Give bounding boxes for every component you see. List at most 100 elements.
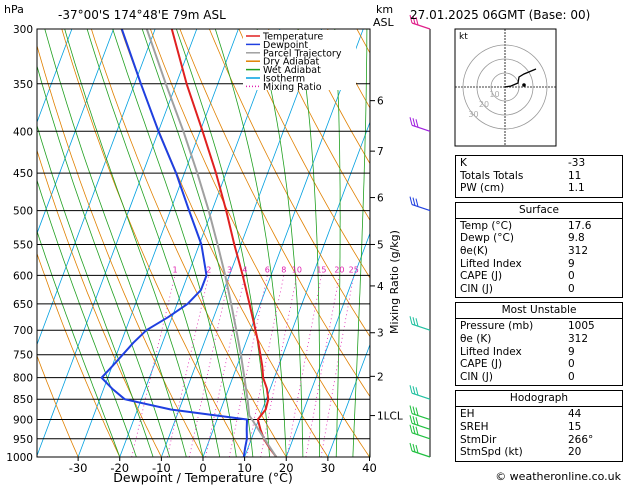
legend-label: Temperature	[262, 32, 323, 43]
hodograph-trace	[504, 68, 537, 88]
pressure-tick-label: 900	[13, 415, 33, 427]
pressure-tick-label: 450	[13, 168, 33, 180]
row-label: Temp (°C)	[460, 219, 513, 232]
km-tick-label: 6	[377, 96, 384, 108]
table-row: Temp (°C) 17.6	[456, 220, 622, 233]
wind-barb-flag	[409, 415, 413, 424]
parcel-trajectory-line	[145, 29, 278, 457]
index-row-k: K -33	[456, 157, 622, 170]
pressure-tick-label: 850	[13, 394, 33, 406]
most-unstable-box: Most Unstable Pressure (mb) 1005 θe (K) 312…	[455, 302, 623, 387]
wind-barb-flag	[409, 424, 413, 433]
pressure-tick-label: 700	[13, 325, 33, 337]
wind-barb-flag	[409, 196, 413, 205]
pressure-tick-label: 1000	[6, 452, 33, 464]
wind-barb-flag	[412, 317, 416, 326]
pressure-tick-label: 350	[13, 79, 33, 91]
location-title: -37°00'S 174°48'E 79m ASL	[58, 8, 226, 22]
x-tick-label: -20	[110, 461, 129, 475]
km-tick-label: 6	[377, 193, 384, 205]
x-tick-label: -10	[152, 461, 171, 475]
isotherm	[327, 343, 370, 457]
wind-barb-flag	[412, 416, 416, 425]
surface-box: Surface Temp (°C) 17.6 Dewp (°C) 9.8 θe(K) 31…	[455, 201, 623, 299]
table-row: CIN (J) 0	[456, 283, 622, 296]
hodograph-ring-label: 10	[489, 90, 499, 99]
wind-barb-flag	[415, 426, 419, 435]
row-label: SREH	[460, 420, 489, 433]
copyright-text[interactable]: © weatheronline.co.uk	[495, 470, 621, 483]
height-axis: 1LCL 2 3 4 5 6 7 6	[369, 29, 403, 457]
dry-adiabat	[297, 29, 370, 165]
legend-label: Isotherm	[263, 74, 305, 85]
temperature-line	[170, 29, 278, 457]
km-tick-label: 7	[377, 146, 384, 158]
temperature-axis: -30 -20 -10 0 10 20 30 40	[69, 457, 377, 475]
wind-barb-flag	[415, 16, 419, 26]
pressure-tick-label: 600	[13, 270, 33, 282]
pressure-tick-label: 400	[13, 126, 33, 138]
table-row: Lifted Index 9	[456, 258, 622, 271]
wet-adiabat	[352, 29, 368, 457]
row-value: 0	[568, 270, 575, 283]
dry-adiabat	[120, 29, 329, 457]
mixing-ratio-label: 10	[292, 265, 302, 274]
mixing-ratio-label: 3	[227, 265, 232, 274]
hodograph-ring	[476, 58, 534, 116]
row-label: CIN (J)	[460, 282, 493, 295]
mixing-ratio-label: 4	[242, 265, 247, 274]
legend-label: Mixing Ratio	[263, 82, 322, 93]
table-row: EH 44	[456, 408, 622, 421]
row-value: 20	[568, 446, 582, 459]
dewpoint-line	[100, 29, 248, 457]
mixing-ratio-line	[131, 275, 176, 457]
datetime-title: 27.01.2025 06GMT (Base: 00)	[410, 8, 591, 22]
table-row: θe (K) 312	[456, 333, 622, 346]
isotherm	[202, 29, 364, 457]
row-label: Pressure (mb)	[460, 320, 534, 333]
wind-barb-flag	[412, 118, 416, 127]
divider	[456, 217, 622, 219]
isotherm	[244, 121, 370, 457]
table-row: CAPE (J) 0	[456, 270, 622, 283]
row-value: 9	[568, 345, 575, 358]
index-value: 1.1	[568, 182, 585, 195]
most-unstable-title: Most Unstable	[501, 304, 577, 317]
wind-barb-flag	[409, 14, 413, 24]
isotherm	[161, 29, 323, 457]
wind-barb-flag	[415, 318, 419, 327]
wind-barb-flag	[412, 15, 416, 25]
wet-adiabat	[141, 29, 254, 457]
table-row: CIN (J) 0	[456, 371, 622, 384]
mixing-ratio-line	[205, 275, 246, 457]
mixing-ratio-label: 8	[281, 265, 286, 274]
hodograph-unit: kt	[459, 32, 468, 42]
row-label: EH	[460, 408, 475, 421]
pressure-tick-label: 550	[13, 239, 33, 251]
mixing-ratio-label: 6	[265, 265, 270, 274]
asl-label: ASL	[373, 16, 394, 29]
isotherm	[77, 29, 239, 457]
legend-background	[243, 30, 356, 90]
hodograph-rows: EH 44 SREH 15 StmDir 266° StmSpd (kt) 20	[456, 408, 622, 458]
wind-barb-flag	[412, 443, 416, 453]
row-value: 0	[568, 358, 575, 371]
pressure-tick-label: 500	[13, 206, 33, 218]
most-unstable-rows: Pressure (mb) 1005 θe (K) 312 Lifted Index 9 C…	[456, 320, 622, 383]
wind-barb-flag	[412, 406, 416, 415]
x-tick-label: 0	[199, 461, 206, 475]
isotherm	[37, 29, 198, 457]
hodograph-ring-label: 30	[468, 110, 478, 119]
legend-label: Dewpoint	[263, 40, 308, 51]
wind-barb-flag	[415, 444, 419, 454]
pressure-tick-label: 750	[13, 350, 33, 362]
divider	[456, 318, 622, 320]
wind-barb-flag	[415, 407, 419, 416]
table-row: Lifted Index 9	[456, 346, 622, 359]
wind-barb-flag	[409, 316, 413, 325]
row-value: 15	[568, 420, 582, 433]
table-row: StmDir 266°	[456, 434, 622, 447]
wind-barb-flag	[415, 417, 419, 426]
index-value: -33	[568, 157, 586, 169]
